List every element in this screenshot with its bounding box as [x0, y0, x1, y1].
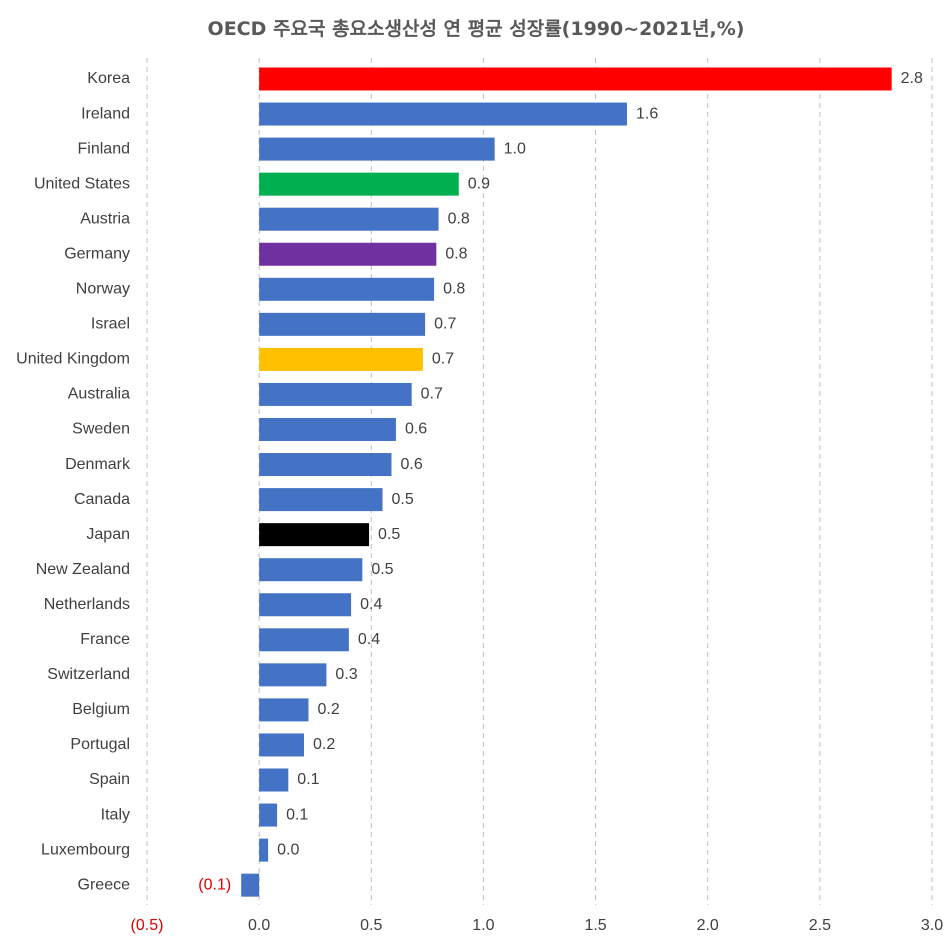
x-tick-label: 2.0: [697, 917, 719, 934]
data-label: 2.8: [901, 70, 923, 87]
category-label: Sweden: [72, 421, 130, 438]
category-label: Australia: [68, 386, 130, 403]
category-label: United Kingdom: [16, 351, 130, 368]
bar: [259, 698, 309, 722]
bar: [259, 558, 363, 582]
bar: [259, 137, 495, 161]
category-label: New Zealand: [36, 561, 130, 578]
data-label: 1.0: [504, 140, 526, 157]
bar: [259, 382, 412, 406]
bar: [259, 242, 437, 266]
bar: [259, 663, 327, 687]
data-label: 1.6: [636, 105, 658, 122]
data-label: 0.7: [432, 351, 454, 368]
bar: [259, 172, 459, 196]
data-label: 0.8: [448, 210, 470, 227]
bar: [259, 593, 352, 617]
x-tick-label: 2.5: [809, 917, 831, 934]
data-label: 0.6: [405, 421, 427, 438]
data-label: 0.8: [445, 245, 467, 262]
bar: [259, 768, 289, 792]
category-label: Belgium: [72, 701, 130, 718]
category-label: Canada: [74, 491, 130, 508]
category-label: United States: [34, 175, 130, 192]
x-tick-label: 1.5: [584, 917, 606, 934]
x-tick-label: 0.5: [360, 917, 382, 934]
bar: [259, 838, 269, 862]
data-label: 0.0: [277, 841, 299, 858]
data-label: 0.8: [443, 281, 465, 298]
data-label: 0.7: [434, 316, 456, 333]
data-label: 0.5: [371, 561, 393, 578]
x-tick-label: 1.0: [472, 917, 494, 934]
bar: [259, 523, 370, 547]
category-label: France: [80, 631, 130, 648]
bar: [259, 803, 278, 827]
x-tick-label: 3.0: [921, 917, 943, 934]
data-label: 0.2: [313, 736, 335, 753]
category-label: Israel: [91, 316, 130, 333]
bar: [259, 102, 627, 126]
category-label: Finland: [78, 140, 130, 157]
bar: [241, 873, 260, 897]
category-label: Greece: [78, 876, 131, 893]
category-label: Netherlands: [44, 596, 130, 613]
bar: [259, 207, 439, 231]
data-label: 0.1: [297, 771, 319, 788]
bar: [259, 312, 426, 336]
bar: [259, 277, 435, 301]
data-label: 0.6: [400, 456, 422, 473]
bar: [259, 628, 349, 652]
data-label: 0.2: [317, 701, 339, 718]
bar: [259, 67, 892, 91]
data-label: 0.5: [378, 526, 400, 543]
data-label: 0.3: [335, 666, 357, 683]
bar: [259, 488, 383, 512]
x-tick-label: (0.5): [131, 917, 164, 934]
category-label: Spain: [89, 771, 130, 788]
category-label: Italy: [101, 806, 130, 823]
category-label: Portugal: [70, 736, 130, 753]
category-label: Austria: [80, 210, 130, 227]
bar: [259, 453, 392, 477]
bar: [259, 347, 423, 371]
data-label: 0.5: [392, 491, 414, 508]
category-label: Germany: [64, 245, 130, 262]
category-label: Luxembourg: [41, 841, 130, 858]
bar: [259, 733, 304, 757]
category-label: Switzerland: [47, 666, 130, 683]
category-label: Norway: [76, 281, 130, 298]
data-label: 0.4: [358, 631, 380, 648]
data-label: 0.9: [468, 175, 490, 192]
category-label: Ireland: [81, 105, 130, 122]
data-label: (0.1): [198, 876, 231, 893]
data-label: 0.1: [286, 806, 308, 823]
category-label: Japan: [86, 526, 130, 543]
data-label: 0.4: [360, 596, 382, 613]
bar: [259, 418, 396, 441]
category-label: Korea: [87, 70, 130, 87]
category-label: Denmark: [65, 456, 131, 473]
data-label: 0.7: [421, 386, 443, 403]
chart-title: OECD 주요국 총요소생산성 연 평균 성장률(1990~2021년,%): [207, 18, 745, 40]
x-tick-label: 0.0: [248, 917, 270, 934]
